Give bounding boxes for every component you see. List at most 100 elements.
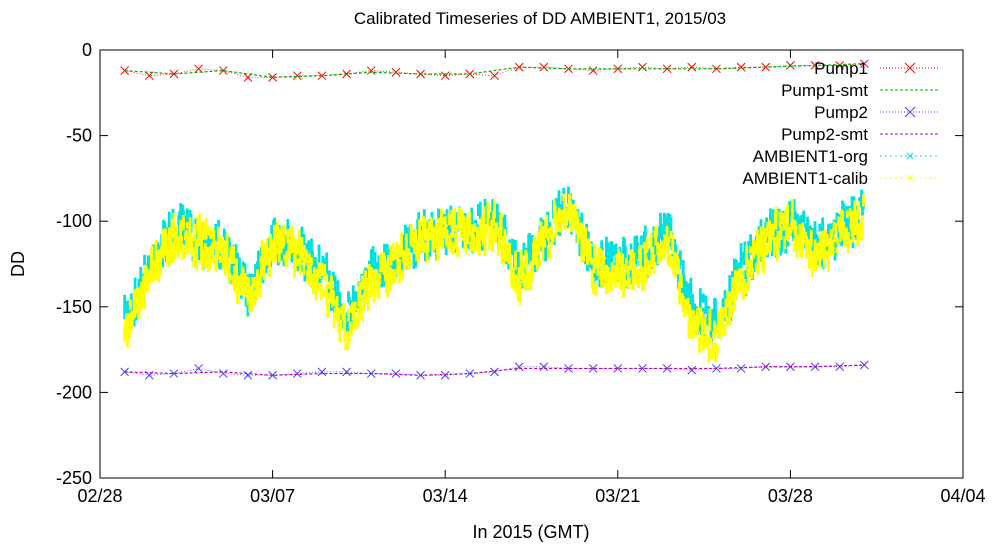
data-point bbox=[772, 237, 776, 256]
data-point bbox=[836, 238, 840, 246]
data-point bbox=[810, 256, 814, 277]
data-point bbox=[386, 255, 390, 282]
data-point bbox=[857, 200, 861, 220]
data-point bbox=[849, 211, 853, 231]
data-point bbox=[837, 216, 841, 226]
data-point bbox=[748, 259, 752, 276]
data-point bbox=[712, 64, 721, 74]
data-point bbox=[822, 230, 825, 251]
data-point bbox=[185, 208, 189, 230]
data-point bbox=[484, 209, 488, 230]
data-point bbox=[378, 273, 382, 285]
data-point bbox=[377, 255, 381, 279]
data-point bbox=[160, 245, 164, 259]
data-point bbox=[712, 331, 715, 339]
data-point bbox=[862, 194, 865, 207]
data-point bbox=[735, 271, 739, 291]
data-point bbox=[293, 247, 297, 271]
data-point bbox=[423, 218, 427, 241]
data-point bbox=[366, 277, 369, 302]
data-point bbox=[744, 283, 748, 295]
data-point bbox=[340, 306, 344, 316]
data-point bbox=[325, 252, 329, 276]
data-point bbox=[247, 277, 251, 301]
data-point bbox=[487, 203, 491, 219]
data-point bbox=[185, 221, 189, 229]
data-point bbox=[710, 327, 714, 343]
data-point bbox=[212, 229, 216, 244]
data-point bbox=[412, 244, 416, 269]
data-point bbox=[588, 243, 592, 261]
data-point bbox=[425, 249, 429, 263]
data-point bbox=[617, 248, 621, 266]
legend-marker bbox=[904, 62, 916, 74]
data-point bbox=[440, 234, 444, 250]
data-point bbox=[398, 258, 402, 284]
data-point bbox=[390, 269, 394, 285]
data-point bbox=[201, 221, 205, 241]
data-point bbox=[668, 253, 672, 267]
data-point bbox=[285, 242, 289, 251]
data-point bbox=[188, 217, 192, 235]
data-point bbox=[396, 254, 400, 275]
data-point bbox=[698, 288, 702, 309]
data-point bbox=[470, 207, 474, 233]
data-point bbox=[786, 204, 789, 227]
data-point bbox=[154, 239, 158, 263]
data-point bbox=[777, 234, 781, 248]
data-point bbox=[535, 252, 539, 271]
data-point bbox=[798, 224, 802, 240]
data-point bbox=[529, 268, 532, 291]
data-point bbox=[436, 245, 440, 261]
data-point bbox=[347, 291, 350, 302]
data-point bbox=[580, 238, 584, 263]
data-point bbox=[427, 221, 431, 232]
data-point bbox=[537, 233, 541, 252]
data-point bbox=[699, 335, 703, 344]
data-point bbox=[757, 226, 761, 237]
x-tick-label: 02/28 bbox=[77, 486, 122, 506]
data-point bbox=[352, 306, 356, 331]
data-point bbox=[147, 257, 151, 282]
data-point bbox=[167, 211, 171, 237]
data-point bbox=[453, 207, 457, 232]
data-point bbox=[174, 241, 178, 251]
data-point bbox=[644, 256, 648, 283]
data-point bbox=[389, 245, 393, 266]
data-point bbox=[503, 229, 507, 256]
data-point bbox=[169, 69, 179, 79]
data-point bbox=[316, 283, 320, 291]
data-point bbox=[277, 238, 281, 263]
data-point bbox=[736, 62, 746, 72]
data-point bbox=[425, 221, 429, 229]
data-point bbox=[613, 64, 623, 74]
data-point bbox=[276, 226, 280, 238]
data-point bbox=[421, 216, 425, 234]
data-point bbox=[298, 254, 302, 275]
data-point bbox=[310, 257, 313, 266]
data-point bbox=[578, 229, 582, 240]
data-point bbox=[614, 278, 618, 288]
data-point bbox=[613, 364, 623, 373]
data-point bbox=[711, 341, 715, 354]
data-point bbox=[723, 324, 727, 336]
data-point bbox=[491, 199, 495, 215]
data-point bbox=[697, 337, 701, 353]
y-tick-label: -250 bbox=[56, 468, 92, 488]
data-point bbox=[659, 244, 662, 263]
data-point bbox=[808, 245, 812, 266]
data-point bbox=[455, 224, 458, 238]
data-point bbox=[295, 244, 299, 255]
data-point bbox=[126, 300, 129, 322]
y-tick-label: -100 bbox=[56, 211, 92, 231]
data-point bbox=[751, 267, 754, 275]
data-point bbox=[541, 219, 545, 227]
data-point bbox=[529, 249, 532, 264]
data-point bbox=[182, 215, 185, 231]
data-point bbox=[432, 219, 436, 234]
data-point bbox=[631, 266, 635, 291]
data-point bbox=[746, 268, 750, 278]
data-point bbox=[581, 222, 585, 239]
data-point bbox=[123, 294, 127, 320]
data-point bbox=[564, 364, 573, 373]
